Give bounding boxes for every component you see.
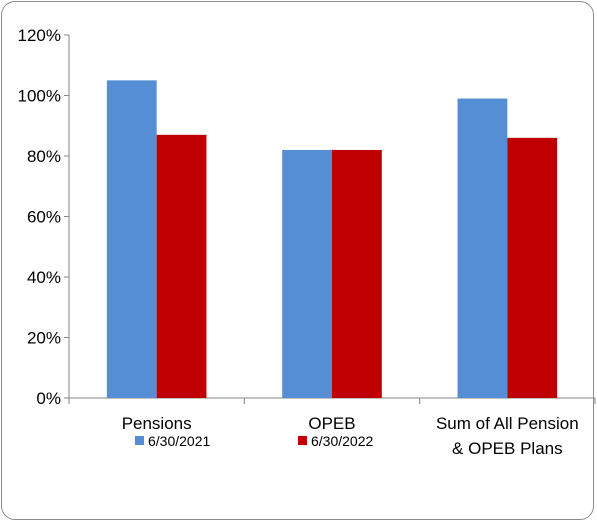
x-category-label: Pensions <box>122 414 192 433</box>
y-tick-label: 20% <box>27 329 61 348</box>
y-tick-label: 60% <box>27 208 61 227</box>
y-tick-label: 120% <box>18 26 61 45</box>
chart-legend: 6/30/2021 6/30/2022 <box>135 433 373 449</box>
bar-series1 <box>282 149 332 398</box>
bar-series1 <box>457 98 508 399</box>
bar-series2 <box>332 149 382 398</box>
x-category-label: Sum of All Pension <box>436 414 579 433</box>
legend-label: 6/30/2021 <box>148 433 210 449</box>
legend-label: 6/30/2022 <box>311 433 373 449</box>
y-tick-label: 80% <box>27 147 61 166</box>
bar-series2 <box>156 134 207 398</box>
legend-swatch <box>298 436 307 445</box>
chart-bars <box>106 80 558 399</box>
chart-labels: 0% 20% 40% 60% 80% 100% 120% Pensions OPEB Sum of… <box>18 26 579 458</box>
x-category-label: & OPEB Plans <box>452 439 563 458</box>
bar-series2 <box>507 137 558 398</box>
legend-swatch <box>135 436 144 445</box>
bar-series1 <box>106 80 157 398</box>
y-tick-label: 40% <box>27 268 61 287</box>
y-tick-label: 0% <box>36 389 61 408</box>
x-category-label: OPEB <box>308 414 355 433</box>
y-tick-label: 100% <box>18 87 61 106</box>
